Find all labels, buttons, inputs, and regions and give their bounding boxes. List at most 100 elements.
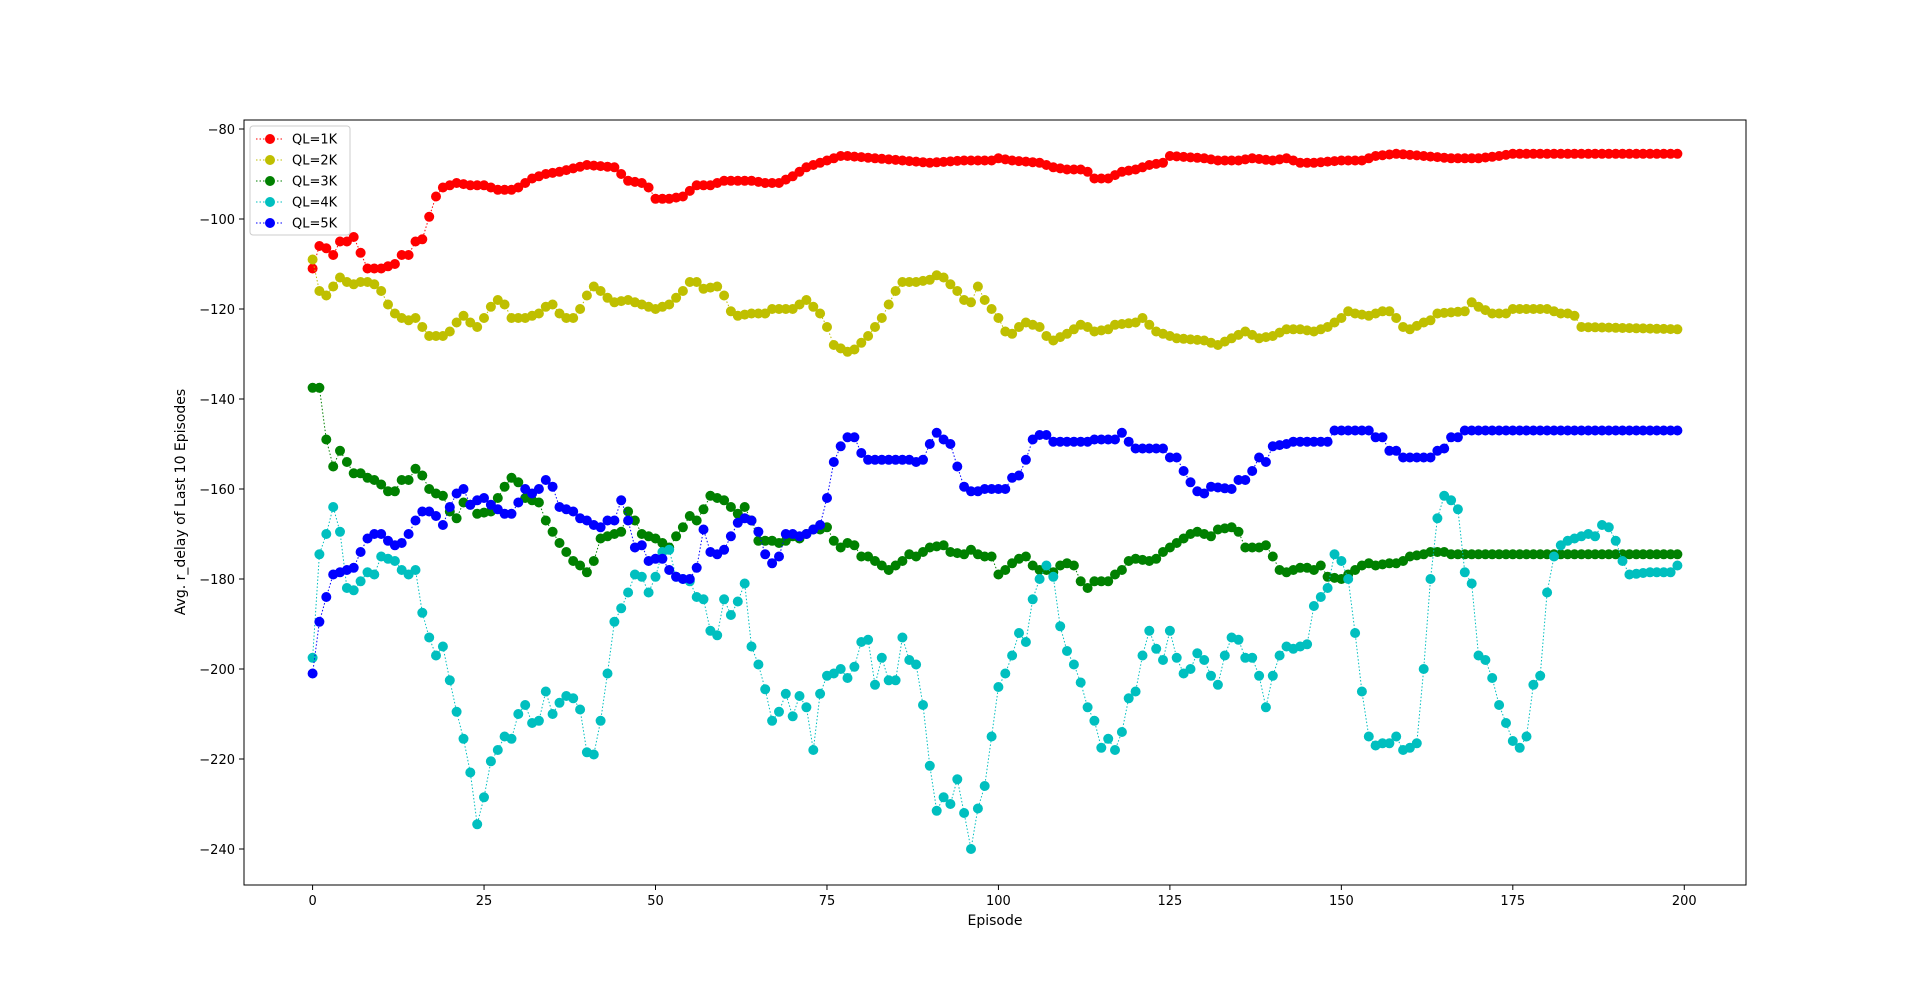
data-point-ql-4k	[911, 659, 922, 670]
data-point-ql-1k	[1651, 148, 1662, 159]
data-point-ql-1k	[1555, 148, 1566, 159]
data-point-ql-4k	[1356, 686, 1367, 697]
data-point-ql-3k	[540, 515, 551, 526]
data-point-ql-4k	[1110, 745, 1120, 755]
data-point-ql-5k	[609, 515, 620, 526]
data-point-ql-2k	[671, 292, 682, 303]
data-point-ql-4k	[1514, 742, 1525, 753]
data-point-ql-4k	[959, 808, 970, 818]
data-point-ql-4k	[554, 697, 565, 708]
data-point-ql-5k	[1555, 425, 1566, 436]
data-point-ql-5k	[417, 506, 428, 517]
legend-marker	[265, 155, 275, 165]
data-point-ql-5k	[966, 486, 976, 497]
data-point-ql-1k	[1089, 173, 1100, 184]
data-point-ql-4k	[1336, 556, 1347, 566]
data-point-ql-4k	[787, 711, 798, 722]
data-point-ql-2k	[684, 277, 695, 287]
data-point-ql-5k	[1178, 466, 1189, 476]
data-point-ql-5k	[636, 540, 647, 551]
data-point-ql-4k	[485, 756, 496, 767]
data-point-ql-5k	[1356, 425, 1367, 436]
data-point-ql-5k	[1425, 452, 1436, 463]
data-point-ql-4k	[533, 715, 544, 726]
data-point-ql-5k	[876, 454, 887, 465]
data-point-ql-3k	[1651, 549, 1662, 560]
data-point-ql-5k	[602, 515, 613, 526]
data-point-ql-4k	[945, 799, 956, 809]
data-point-ql-4k	[801, 702, 812, 713]
data-point-ql-4k	[1055, 621, 1066, 632]
data-point-ql-4k	[664, 544, 675, 555]
data-point-ql-4k	[1000, 668, 1011, 679]
data-point-ql-5k	[883, 454, 894, 465]
data-point-ql-1k	[1672, 148, 1683, 159]
data-point-ql-4k	[623, 587, 634, 598]
data-point-ql-5k	[1226, 484, 1237, 494]
data-point-ql-5k	[1199, 488, 1210, 499]
data-point-ql-5k	[547, 481, 558, 492]
data-point-ql-1k	[389, 259, 400, 269]
data-point-ql-3k	[533, 497, 544, 508]
data-point-ql-2k	[1459, 306, 1470, 317]
data-point-ql-4k	[1302, 639, 1313, 650]
data-point-ql-4k	[753, 659, 764, 670]
data-point-ql-5k	[1624, 425, 1635, 436]
data-point-ql-4k	[513, 709, 524, 719]
data-point-ql-5k	[1048, 436, 1059, 447]
data-point-ql-3k	[739, 502, 750, 512]
data-point-ql-3k	[328, 461, 339, 472]
data-point-ql-2k	[1507, 304, 1518, 314]
data-point-ql-5k	[1569, 425, 1580, 436]
data-point-ql-5k	[746, 515, 757, 526]
legend-marker	[265, 176, 275, 186]
legend-marker	[265, 134, 275, 144]
data-point-ql-2k	[986, 304, 997, 314]
series-ql-4k	[307, 490, 1683, 854]
data-point-ql-4k	[739, 578, 750, 589]
data-point-ql-4k	[1521, 731, 1532, 742]
data-point-ql-5k	[1542, 425, 1553, 436]
data-point-ql-2k	[1288, 324, 1299, 335]
data-point-ql-1k	[321, 243, 332, 254]
data-point-ql-4k	[1452, 504, 1463, 515]
data-point-ql-3k	[1521, 549, 1532, 560]
data-point-ql-3k	[760, 535, 771, 546]
data-point-ql-2k	[376, 286, 387, 296]
data-point-ql-4k	[540, 686, 551, 697]
data-point-ql-4k	[890, 675, 901, 686]
data-point-ql-5k	[1404, 452, 1415, 463]
data-point-ql-4k	[780, 688, 791, 699]
data-point-ql-2k	[547, 299, 558, 310]
data-point-ql-4k	[1130, 686, 1141, 697]
data-point-ql-4k	[1590, 531, 1601, 542]
legend-label: QL=1K	[292, 133, 338, 148]
data-point-ql-3k	[1603, 549, 1614, 560]
data-point-ql-2k	[767, 304, 778, 314]
data-point-ql-4k	[417, 607, 428, 618]
y-axis-label: Avg. r_delay of Last 10 Episodes	[173, 389, 189, 615]
data-point-ql-3k	[1638, 549, 1649, 560]
data-point-ql-3k	[616, 526, 627, 537]
y-axis: −240 −220 −200 −180 −160 −140 −120 −100 −80	[199, 123, 244, 858]
data-point-ql-1k	[1507, 148, 1518, 159]
data-point-ql-5k	[1439, 443, 1450, 454]
data-point-ql-1k	[1576, 148, 1587, 159]
data-point-ql-3k	[1590, 549, 1601, 560]
data-point-ql-4k	[1116, 727, 1127, 737]
data-point-ql-3k	[581, 567, 592, 578]
data-point-ql-2k	[307, 254, 318, 265]
data-point-ql-4k	[808, 745, 819, 755]
data-point-ql-1k	[684, 185, 695, 196]
data-point-ql-5k	[1590, 425, 1601, 436]
y-tick-label: −220	[199, 753, 235, 768]
x-tick-label: 100	[986, 894, 1011, 909]
data-point-ql-3k	[1576, 549, 1587, 560]
data-point-ql-1k	[328, 250, 339, 260]
data-point-ql-5k	[369, 529, 380, 539]
data-point-ql-2k	[1377, 306, 1388, 317]
data-point-ql-2k	[321, 290, 332, 301]
data-point-ql-2k	[1384, 306, 1395, 317]
data-point-ql-4k	[424, 632, 435, 643]
data-point-ql-1k	[1343, 155, 1354, 166]
